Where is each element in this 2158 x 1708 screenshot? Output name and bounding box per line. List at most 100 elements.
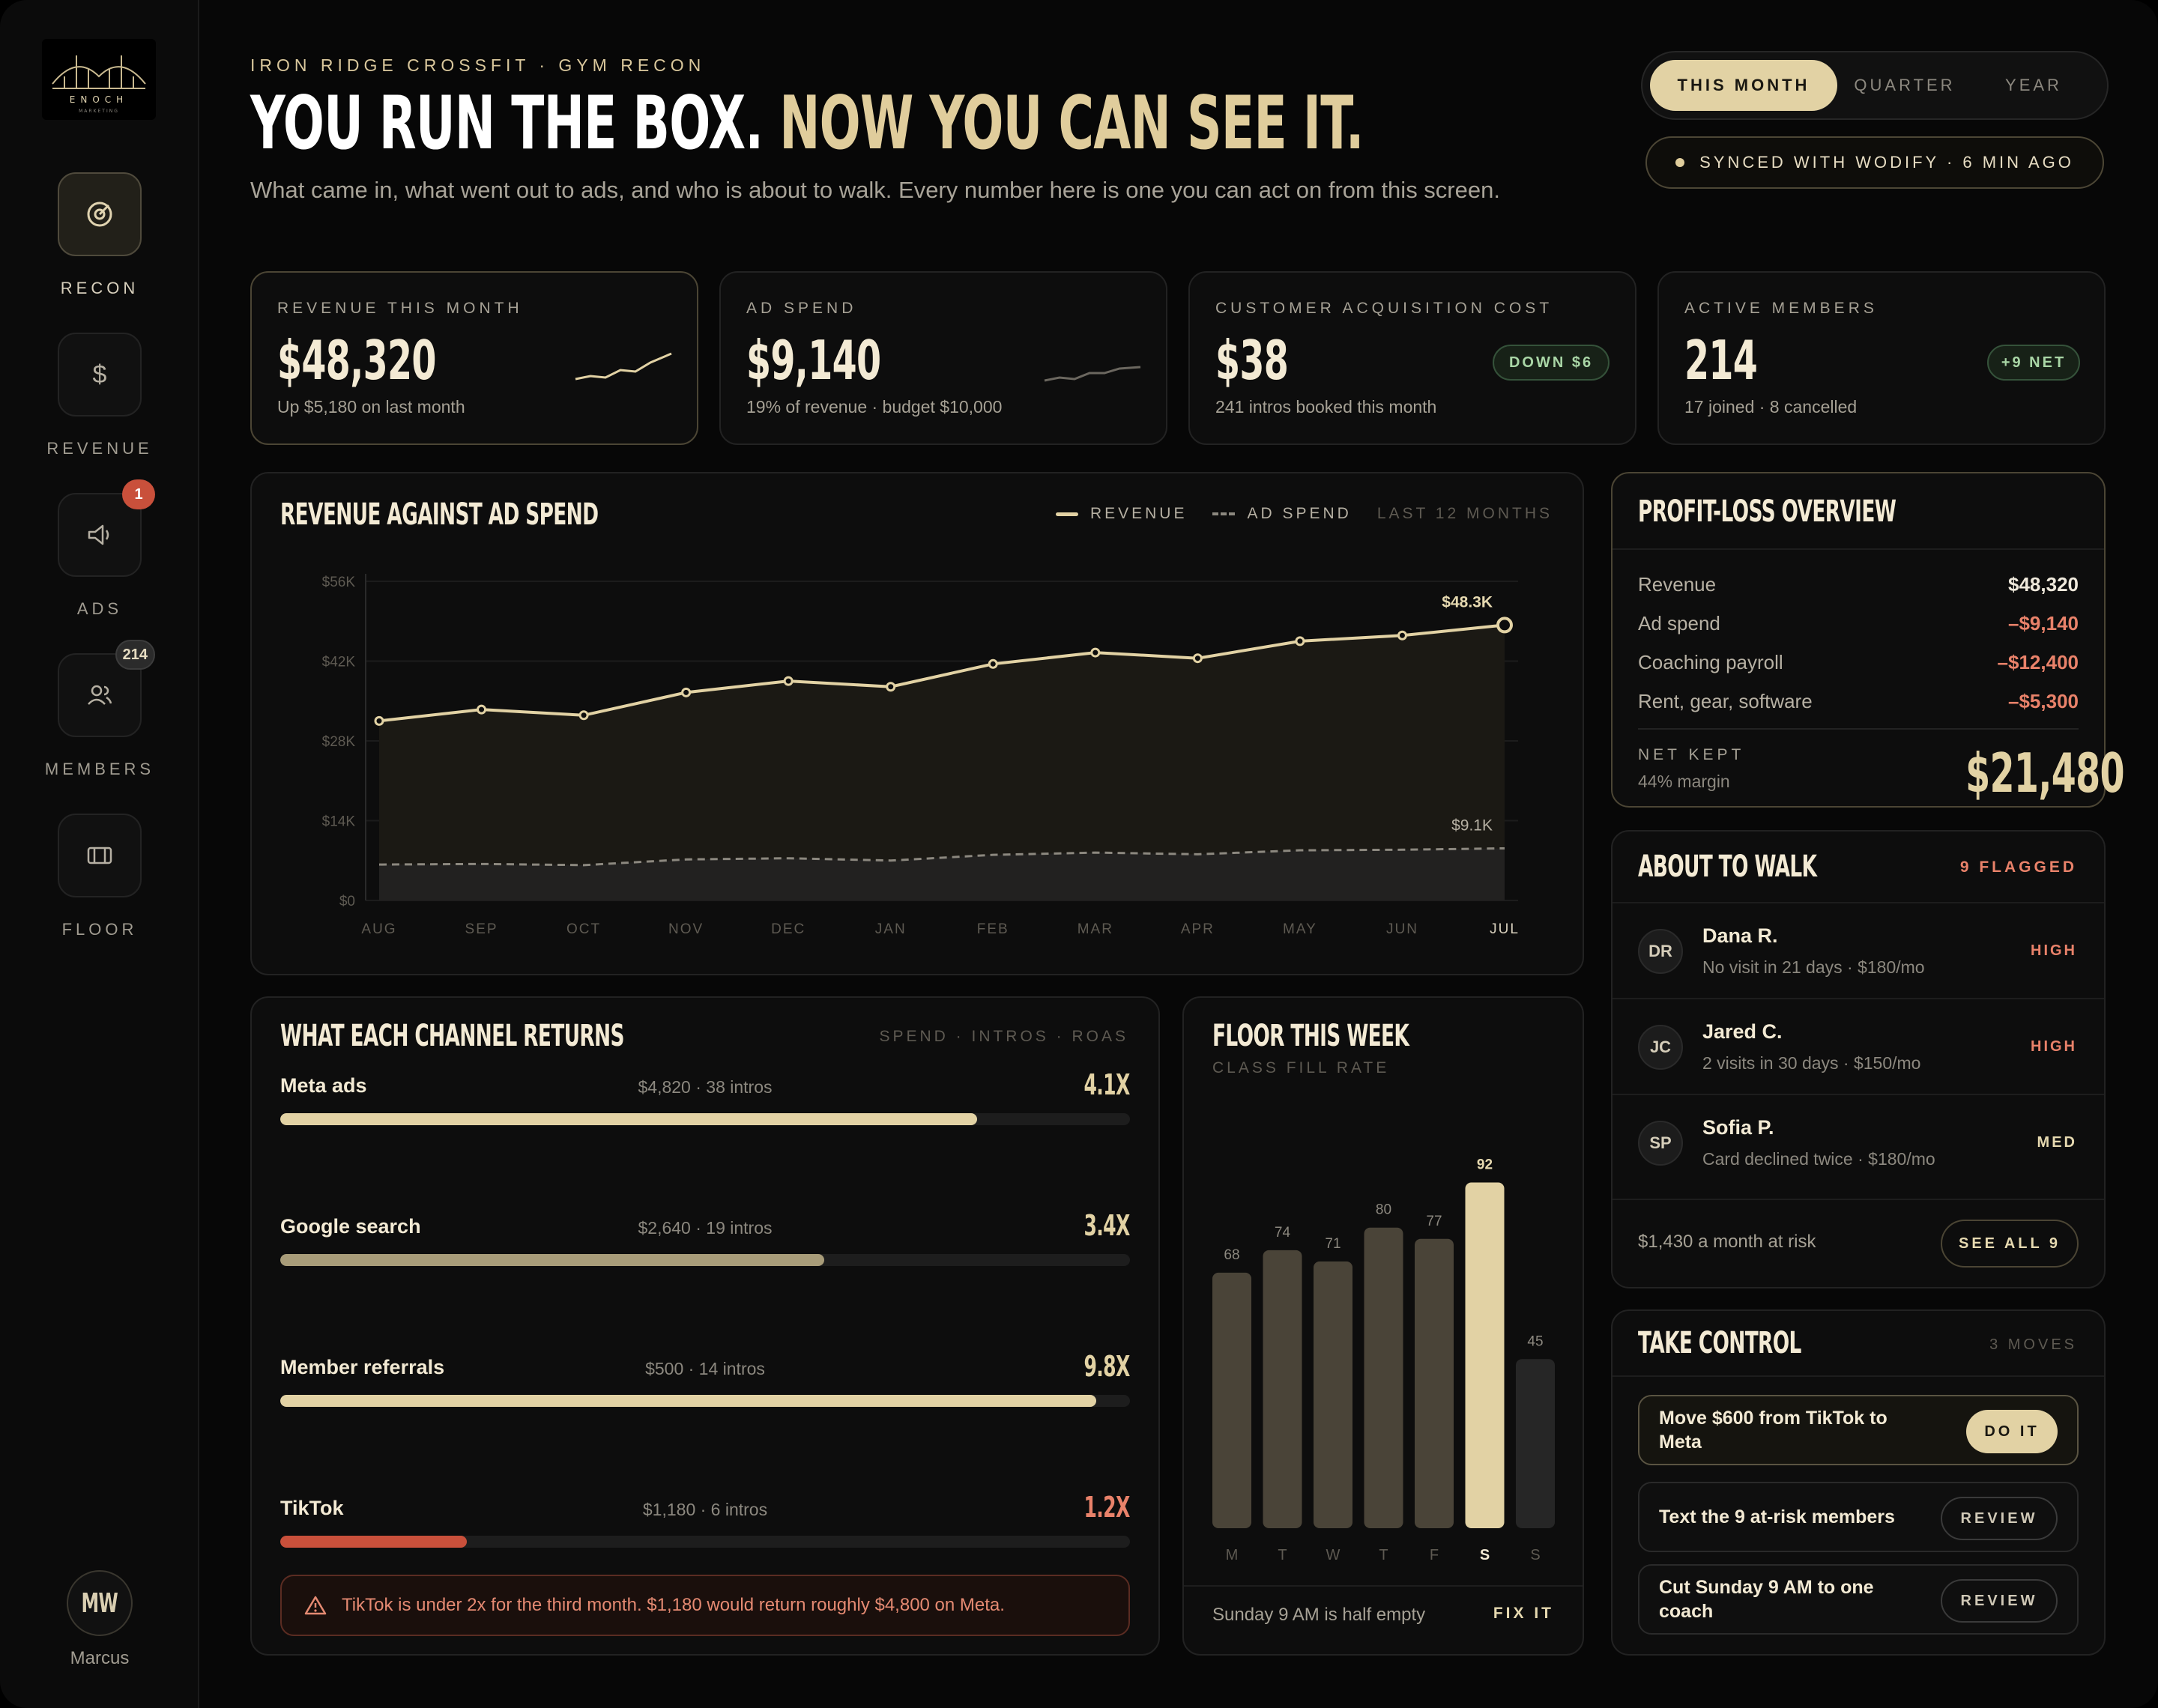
nav-item-ads[interactable]: 1 ADS bbox=[0, 479, 199, 619]
channel-row-tiktok[interactable]: TikTok $1,180 · 6 intros 1.2X bbox=[280, 1491, 1131, 1557]
warning-icon bbox=[304, 1596, 327, 1615]
period-quarter[interactable]: QUARTER bbox=[1854, 76, 1956, 94]
move-card: Cut Sunday 9 AM to one coach REVIEW bbox=[1638, 1564, 2079, 1635]
channel-bar-fill bbox=[280, 1113, 977, 1125]
floor-title: FLOOR THIS WEEK bbox=[1212, 1019, 1409, 1053]
channel-bar-fill bbox=[280, 1254, 824, 1266]
channel-bar-fill bbox=[280, 1536, 468, 1548]
floor-bar-value: 80 bbox=[1376, 1202, 1391, 1218]
x-tick-label: NOV bbox=[668, 921, 704, 937]
pnl-row-payroll: Coaching payroll –$12,400 bbox=[1638, 650, 2079, 673]
nav-item-floor[interactable]: FLOOR bbox=[0, 814, 199, 939]
channel-name: Member referrals bbox=[280, 1356, 445, 1378]
move-card: Move $600 from TikTok to Meta DO IT bbox=[1638, 1395, 2079, 1465]
channels-card: WHAT EACH CHANNEL RETURNS SPEND · INTROS… bbox=[250, 996, 1160, 1656]
period-this-month[interactable]: THIS MONTH bbox=[1650, 60, 1837, 111]
user-name: Marcus bbox=[70, 1648, 130, 1668]
x-tick-label: OCT bbox=[566, 921, 601, 937]
channel-alert: TikTok is under 2x for the third month. … bbox=[280, 1575, 1130, 1636]
nav-label: ADS bbox=[76, 599, 123, 618]
user-avatar[interactable]: MW bbox=[67, 1570, 133, 1636]
nav-button-floor[interactable] bbox=[58, 814, 142, 897]
channel-roas: 9.8X bbox=[1083, 1350, 1131, 1383]
walk-title: ABOUT TO WALK bbox=[1638, 850, 1817, 884]
floor-chart: 68 M 74 T 71 W 80 T 77 F 92 S 45 S bbox=[1212, 1157, 1555, 1563]
nav-item-revenue[interactable]: $ REVENUE bbox=[0, 333, 199, 458]
net-margin: 44% margin bbox=[1638, 772, 1730, 791]
kpi-value: $9,140 bbox=[746, 329, 881, 392]
channel-row-referrals[interactable]: Member referrals $500 · 14 intros 9.8X bbox=[280, 1350, 1131, 1416]
ad-spend-line bbox=[378, 847, 1505, 867]
do-it-button[interactable]: DO IT bbox=[1966, 1410, 2058, 1453]
legend-spend-swatch bbox=[1212, 512, 1236, 515]
period-year[interactable]: YEAR bbox=[2005, 76, 2062, 94]
walk-member-row[interactable]: JC Jared C. 2 visits in 30 days · $150/m… bbox=[1613, 998, 2104, 1094]
x-tick-label: FEB bbox=[977, 921, 1009, 937]
channel-bar-track bbox=[280, 1254, 1130, 1266]
see-all-button[interactable]: SEE ALL 9 bbox=[1941, 1220, 2079, 1268]
pnl-row-ad-spend: Ad spend –$9,140 bbox=[1638, 611, 2079, 635]
floor-bar bbox=[1415, 1238, 1454, 1528]
channel-row-google[interactable]: Google search $2,640 · 19 intros 3.4X bbox=[280, 1209, 1131, 1275]
review-button[interactable]: REVIEW bbox=[1941, 1497, 2058, 1540]
revenue-point bbox=[1090, 647, 1101, 658]
x-tick-label: DEC bbox=[771, 921, 806, 937]
member-avatar: SP bbox=[1638, 1121, 1683, 1166]
alert-text: TikTok is under 2x for the third month. … bbox=[342, 1595, 1005, 1615]
revenue-point bbox=[578, 710, 589, 721]
x-tick-label: JAN bbox=[875, 921, 907, 937]
revenue-point bbox=[1295, 636, 1305, 646]
kpi-card-revenue[interactable]: REVENUE THIS MONTH $48,320 Up $5,180 on … bbox=[250, 271, 698, 445]
kpi-sub: 241 intros booked this month bbox=[1215, 397, 1437, 417]
nav-item-recon[interactable]: RECON bbox=[0, 172, 199, 298]
kpi-card-members[interactable]: ACTIVE MEMBERS 214 17 joined · 8 cancell… bbox=[1657, 271, 2106, 445]
member-name: Sofia P. bbox=[1702, 1116, 1774, 1139]
floor-bar bbox=[1516, 1359, 1555, 1528]
move-text: Move $600 from TikTok to Meta bbox=[1659, 1408, 1888, 1453]
floor-bar-value: 77 bbox=[1426, 1214, 1442, 1229]
sync-status: SYNCED WITH WODIFY · 6 MIN AGO bbox=[1645, 136, 2104, 189]
channel-bar-track bbox=[280, 1113, 1130, 1125]
floor-subtitle: CLASS FILL RATE bbox=[1212, 1059, 1390, 1076]
sidebar: ENOCH MARKETING RECON $ REVENUE 1 ADS bbox=[0, 0, 199, 1708]
title-main: YOU RUN THE BOX. bbox=[250, 81, 764, 166]
floor-footer: Sunday 9 AM is half empty bbox=[1212, 1605, 1426, 1625]
kpi-card-cac[interactable]: CUSTOMER ACQUISITION COST $38 241 intros… bbox=[1188, 271, 1636, 445]
walk-member-row[interactable]: SP Sofia P. Card declined twice · $180/m… bbox=[1613, 1094, 2104, 1190]
floor-day-label: T bbox=[1379, 1547, 1388, 1563]
channel-bar-track bbox=[280, 1395, 1130, 1407]
channel-meta: $4,820 · 38 intros bbox=[638, 1077, 773, 1097]
floor-bar bbox=[1465, 1182, 1505, 1528]
channel-meta: $2,640 · 19 intros bbox=[638, 1218, 773, 1238]
revenue-point bbox=[477, 704, 487, 715]
revenue-point bbox=[1192, 653, 1203, 664]
kpi-card-ad-spend[interactable]: AD SPEND $9,140 19% of revenue · budget … bbox=[719, 271, 1167, 445]
ad-spend-end-label: $9.1K bbox=[1451, 817, 1493, 834]
review-button[interactable]: REVIEW bbox=[1941, 1579, 2058, 1623]
nav-item-members[interactable]: 214 MEMBERS bbox=[0, 640, 199, 779]
brand-logo[interactable]: ENOCH MARKETING bbox=[42, 39, 156, 120]
revenue-line bbox=[378, 623, 1505, 723]
members-net-badge: +9 NET bbox=[1987, 345, 2080, 381]
fix-it-button[interactable]: FIX IT bbox=[1493, 1605, 1554, 1622]
y-tick-label: $14K bbox=[322, 814, 356, 830]
nav-button-members[interactable]: 214 bbox=[58, 640, 155, 737]
nav-label: FLOOR bbox=[61, 920, 138, 939]
nav-button-ads[interactable]: 1 bbox=[58, 479, 155, 577]
revenue-point bbox=[1496, 617, 1513, 634]
kpi-label: CUSTOMER ACQUISITION COST bbox=[1215, 300, 1553, 317]
move-text: Text the 9 at-risk members bbox=[1659, 1506, 1895, 1527]
nav-button-recon[interactable] bbox=[58, 172, 142, 256]
legend-revenue: REVENUE bbox=[1089, 505, 1188, 522]
channels-title: WHAT EACH CHANNEL RETURNS bbox=[280, 1019, 624, 1053]
kpi-value: $38 bbox=[1215, 329, 1289, 392]
walk-member-row[interactable]: DR Dana R. No visit in 21 days · $180/mo… bbox=[1613, 902, 2104, 998]
channel-meta: $500 · 14 intros bbox=[645, 1359, 765, 1378]
channel-row-meta[interactable]: Meta ads $4,820 · 38 intros 4.1X bbox=[280, 1068, 1131, 1134]
nav-button-revenue[interactable]: $ bbox=[58, 333, 142, 417]
channel-bar-track bbox=[280, 1536, 1130, 1548]
floor-icon bbox=[87, 847, 112, 864]
kpi-label: ACTIVE MEMBERS bbox=[1684, 300, 1878, 317]
revenue-point bbox=[1397, 630, 1407, 640]
channel-roas: 1.2X bbox=[1083, 1491, 1131, 1524]
